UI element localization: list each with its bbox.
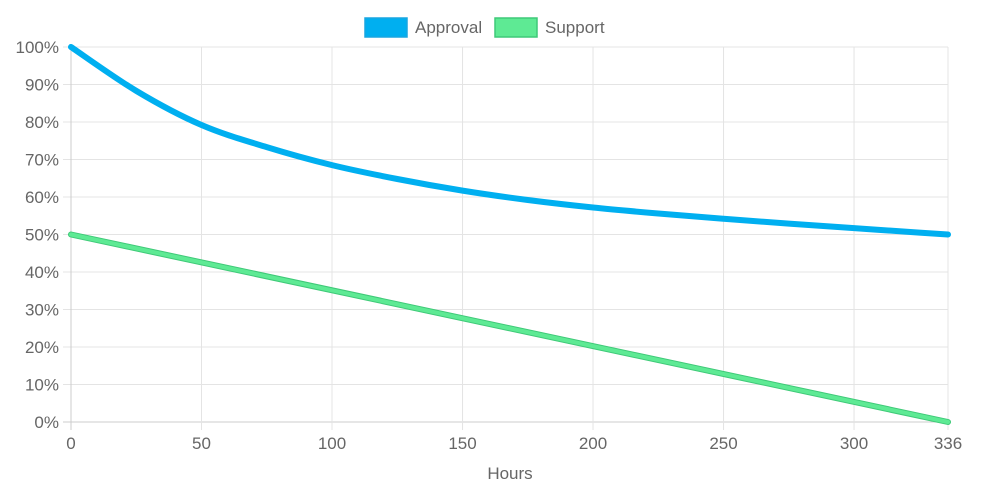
y-tick-label: 50% (25, 226, 59, 245)
legend-label: Support (545, 18, 605, 37)
legend-item-support: Support (494, 17, 605, 38)
y-tick-label: 0% (34, 413, 59, 432)
x-tick-label: 150 (448, 434, 476, 453)
y-tick-label: 30% (25, 301, 59, 320)
y-tick-label: 10% (25, 376, 59, 395)
y-tick-label: 70% (25, 151, 59, 170)
x-tick-label: 50 (192, 434, 211, 453)
y-tick-label: 100% (16, 38, 59, 57)
series-lines (68, 44, 951, 425)
x-tick-label: 0 (66, 434, 75, 453)
legend-item-approval: Approval (364, 17, 482, 38)
series-line-support (69, 232, 950, 424)
legend-swatch (494, 17, 538, 38)
y-tick-label: 20% (25, 338, 59, 357)
y-tick-label: 90% (25, 76, 59, 95)
x-axis-label: Hours (487, 464, 532, 483)
x-tick-label: 300 (840, 434, 868, 453)
legend-swatch (364, 17, 408, 38)
legend-label: Approval (415, 18, 482, 37)
y-tick-label: 60% (25, 188, 59, 207)
grid (63, 46, 949, 430)
series-line-approval (68, 44, 951, 238)
x-axis: 0 50 100 150 200 250 300 336 (66, 434, 962, 453)
x-tick-label: 100 (318, 434, 346, 453)
y-tick-label: 80% (25, 113, 59, 132)
x-tick-label: 336 (934, 434, 962, 453)
legend: Approval Support (364, 17, 605, 38)
x-tick-label: 250 (709, 434, 737, 453)
y-axis: 0% 10% 20% 30% 40% 50% 60% 70% 80% 90% 100% (16, 38, 59, 432)
y-tick-label: 40% (25, 263, 59, 282)
x-tick-label: 200 (579, 434, 607, 453)
